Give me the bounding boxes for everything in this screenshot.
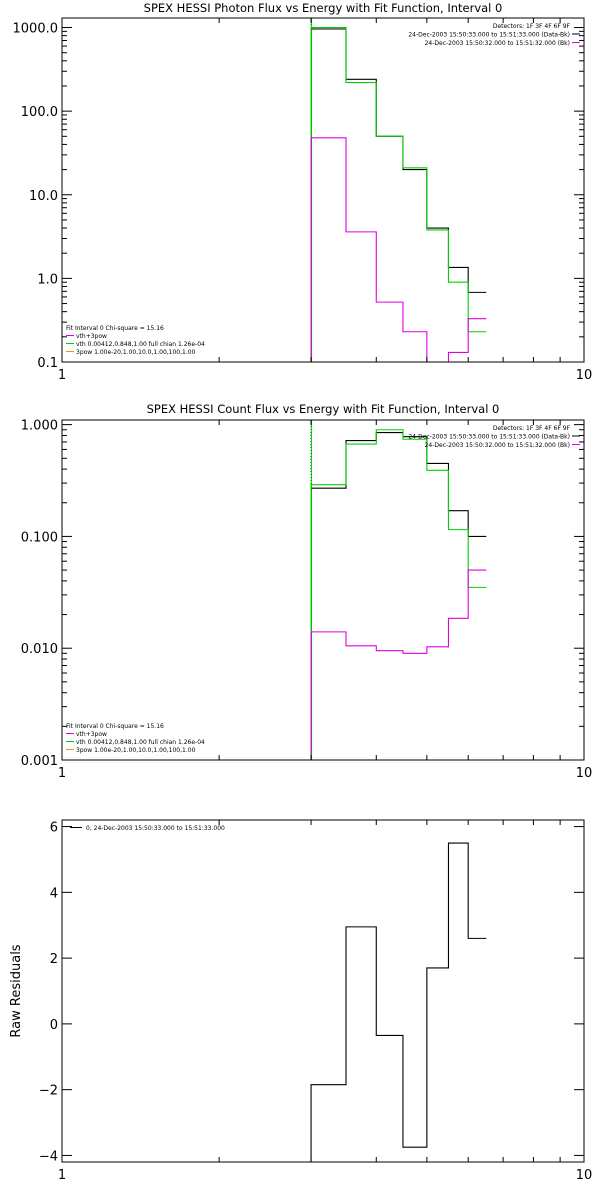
series-1-histogram <box>310 431 487 760</box>
panel-1: SPEX HESSI Photon Flux vs Energy with Fi… <box>13 1 593 383</box>
panel-3: Raw Residuals 1 10 −4 −2 0 2 4 6 0, 24-Dec-2003 1… <box>9 819 593 1183</box>
plot-frame <box>61 419 585 761</box>
y-tick-label: 1.0 <box>37 272 58 287</box>
legend-entry: 24-Dec-2003 15:50:33.000 to 15:51:33.000… <box>408 32 570 39</box>
x-tick-label: 1 <box>58 766 66 781</box>
fit-legend-entry: Fit Interval 0 Chi-square = 15.16 <box>66 723 164 730</box>
plot-area <box>310 18 487 362</box>
legend-entry: Detectors: 1F 3F 4F 6F 9F <box>493 23 571 30</box>
series-1-histogram <box>310 28 487 362</box>
y-tick-label: −4 <box>39 1149 58 1164</box>
chart-title: SPEX HESSI Count Flux vs Energy with Fit… <box>147 402 500 416</box>
y-tick-label: 1.000 <box>21 419 58 434</box>
x-tick-label: 10 <box>576 368 593 383</box>
plot-area <box>310 842 487 1162</box>
fit-legend-entry: vth+3pow <box>76 333 107 340</box>
legend-entry: Detectors: 1F 3F 4F 6F 9F <box>493 425 571 432</box>
series-2-histogram <box>310 429 487 760</box>
y-tick-label: 4 <box>50 886 58 901</box>
y-tick-label: 0.1 <box>37 356 58 371</box>
fit-legend-entry: vth 0.00412,0.848,1.00 full chian 1.26e-… <box>76 739 205 746</box>
fit-legend-entry: vth+3pow <box>76 731 107 738</box>
series-3-histogram <box>310 569 487 760</box>
panel-2: SPEX HESSI Count Flux vs Energy with Fit… <box>21 402 592 781</box>
plot-frame <box>61 17 585 363</box>
legend-entry: 24-Dec-2003 15:50:33.000 to 15:51:33.000… <box>408 434 570 441</box>
y-tick-label: 0.100 <box>21 530 58 545</box>
y-tick-label: 100.0 <box>21 105 58 120</box>
fit-legend-entry: 3pow 1.00e-20,1.00,10.0,1.00,100,1.00 <box>76 349 196 356</box>
y-tick-label: 10.0 <box>29 189 58 204</box>
y-tick-label: 2 <box>50 952 58 967</box>
plot-frame <box>61 819 585 1163</box>
fit-legend-entry: vth 0.00412,0.848,1.00 full chian 1.26e-… <box>76 341 205 348</box>
y-tick-label: 6 <box>50 821 58 836</box>
y-tick-label: 1000.0 <box>13 22 59 37</box>
y-tick-label: −2 <box>39 1084 58 1099</box>
x-tick-label: 1 <box>58 368 66 383</box>
y-tick-label: 0.001 <box>21 754 58 769</box>
fit-legend-entry: 3pow 1.00e-20,1.00,10.0,1.00,100,1.00 <box>76 747 196 754</box>
x-tick-label: 10 <box>576 1168 593 1183</box>
plot-area <box>310 420 487 760</box>
chart-title: SPEX HESSI Photon Flux vs Energy with Fi… <box>144 1 503 15</box>
legend-entry: 0, 24-Dec-2003 15:50:33.000 to 15:51:33.… <box>86 825 225 832</box>
x-tick-label: 10 <box>576 766 593 781</box>
series-2-histogram <box>310 26 487 362</box>
series-3-histogram <box>310 137 487 362</box>
series-1-histogram <box>310 842 487 1162</box>
x-tick-label: 1 <box>58 1168 66 1183</box>
legend-entry: 24-Dec-2003 15:50:32.000 to 15:51:32.000… <box>425 442 570 449</box>
legend-entry: 24-Dec-2003 15:50:32.000 to 15:51:32.000… <box>425 40 570 47</box>
fit-legend-entry: Fit Interval 0 Chi-square = 15.16 <box>66 325 164 332</box>
y-tick-label: 0.010 <box>21 642 58 657</box>
y-axis-label: Raw Residuals <box>9 944 24 1037</box>
y-tick-label: 0 <box>50 1018 58 1033</box>
